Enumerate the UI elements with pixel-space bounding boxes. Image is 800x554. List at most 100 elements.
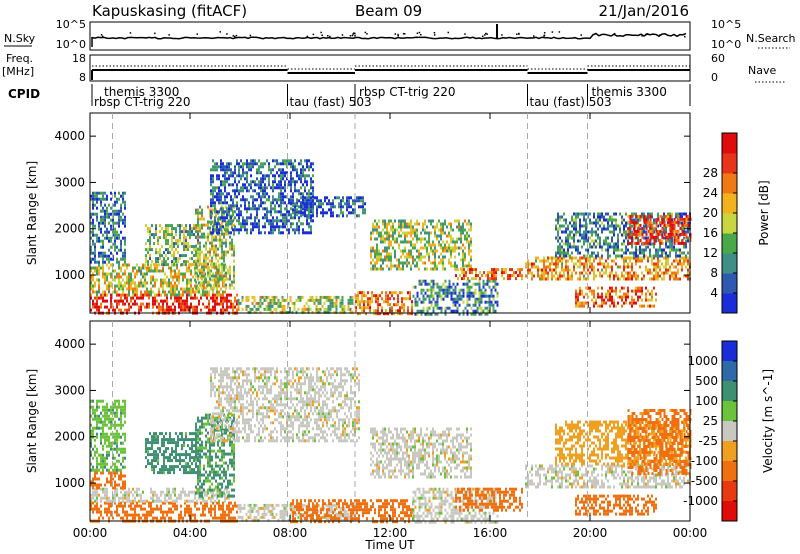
echo-cell <box>677 268 679 272</box>
echo-cell <box>593 271 595 275</box>
echo-cell <box>226 216 228 220</box>
echo-cell <box>649 248 651 252</box>
echo-cell <box>561 245 563 249</box>
echo-cell <box>599 256 601 260</box>
echo-cell <box>605 295 607 299</box>
echo-cell <box>280 225 282 229</box>
echo-cell <box>159 257 161 261</box>
echo-cell <box>627 295 629 299</box>
echo-cell <box>116 230 118 234</box>
echo-cell <box>462 294 465 298</box>
echo-cell <box>340 199 342 203</box>
echo-cell <box>306 202 308 206</box>
nsearch-dot <box>418 31 421 34</box>
echo-cell <box>268 222 270 226</box>
echo-cell <box>250 162 252 166</box>
echo-cell <box>236 293 238 297</box>
echo-cell <box>136 272 138 276</box>
echo-cell <box>559 224 561 228</box>
echo-cell <box>519 274 521 278</box>
echo-cell <box>579 274 581 278</box>
echo-cell <box>349 298 352 302</box>
echo-cell <box>217 238 219 242</box>
echo-cell <box>134 281 136 285</box>
echo-cell <box>489 277 491 281</box>
echo-cell <box>122 191 124 195</box>
echo-cell <box>118 287 120 291</box>
echo-cell <box>629 214 632 218</box>
echo-cell <box>593 245 595 249</box>
echo-cell <box>448 258 450 262</box>
echo-cell <box>98 305 100 309</box>
echo-cell <box>312 214 314 218</box>
echo-cell <box>268 165 270 169</box>
echo-cell <box>329 301 332 305</box>
echo-cell <box>212 290 214 294</box>
echo-cell <box>122 197 124 201</box>
echo-cell <box>171 227 173 231</box>
echo-cell <box>400 240 402 244</box>
echo-cell <box>197 230 199 234</box>
echo-cell <box>416 231 418 235</box>
echo-cell <box>615 242 617 246</box>
echo-cell <box>450 225 452 229</box>
echo-cell <box>426 267 428 271</box>
echo-cell <box>663 248 665 252</box>
echo-cell <box>669 251 671 255</box>
echo-cell <box>114 221 116 225</box>
echo-cell <box>320 202 322 206</box>
echo-cell <box>442 231 444 235</box>
echo-cell <box>468 261 470 265</box>
echo-cell <box>579 289 581 293</box>
echo-cell <box>579 277 581 281</box>
echo-cell <box>244 228 246 232</box>
echo-cell <box>589 242 591 246</box>
echo-cell <box>412 294 415 298</box>
echo-cell <box>227 250 229 254</box>
nsearch-dot <box>353 32 355 34</box>
echo-cell <box>619 289 621 293</box>
echo-cell <box>90 221 92 225</box>
echo-cell <box>264 174 266 178</box>
echo-cell <box>106 507 108 511</box>
echo-cell <box>274 225 276 229</box>
echo-cell <box>239 301 242 305</box>
echo-cell <box>611 298 613 302</box>
echo-cell <box>110 281 112 285</box>
echo-cell <box>258 195 260 199</box>
echo-cell <box>266 186 268 190</box>
echo-cell <box>667 256 669 260</box>
echo-cell <box>214 162 216 166</box>
echo-cell <box>378 267 380 271</box>
echo-cell <box>573 268 575 272</box>
echo-cell <box>603 239 605 243</box>
echo-cell <box>615 254 617 258</box>
echo-cell <box>230 302 232 306</box>
echo-cell <box>112 209 114 213</box>
echo-cell <box>271 298 274 302</box>
echo-cell <box>138 269 140 273</box>
echo-cell <box>212 231 214 235</box>
echo-cell <box>290 183 292 187</box>
echo-cell <box>579 230 581 234</box>
echo-cell <box>631 298 633 302</box>
echo-cell <box>486 300 489 304</box>
echo-cell <box>132 281 134 285</box>
echo-cell <box>116 284 118 288</box>
echo-cell <box>369 306 371 310</box>
echo-cell <box>197 208 199 212</box>
echo-cell <box>294 186 296 190</box>
echo-cell <box>232 308 234 312</box>
echo-cell <box>617 265 619 269</box>
echo-cell <box>448 282 451 286</box>
echo-cell <box>585 239 587 243</box>
echo-cell <box>138 308 140 312</box>
echo-cell <box>629 301 631 305</box>
echo-cell <box>466 300 469 304</box>
echo-cell <box>323 310 326 314</box>
echo-cell <box>603 265 605 269</box>
echo-cell <box>197 259 199 263</box>
echo-cell <box>369 297 371 301</box>
echo-cell <box>607 224 609 228</box>
echo-cell <box>673 229 676 233</box>
